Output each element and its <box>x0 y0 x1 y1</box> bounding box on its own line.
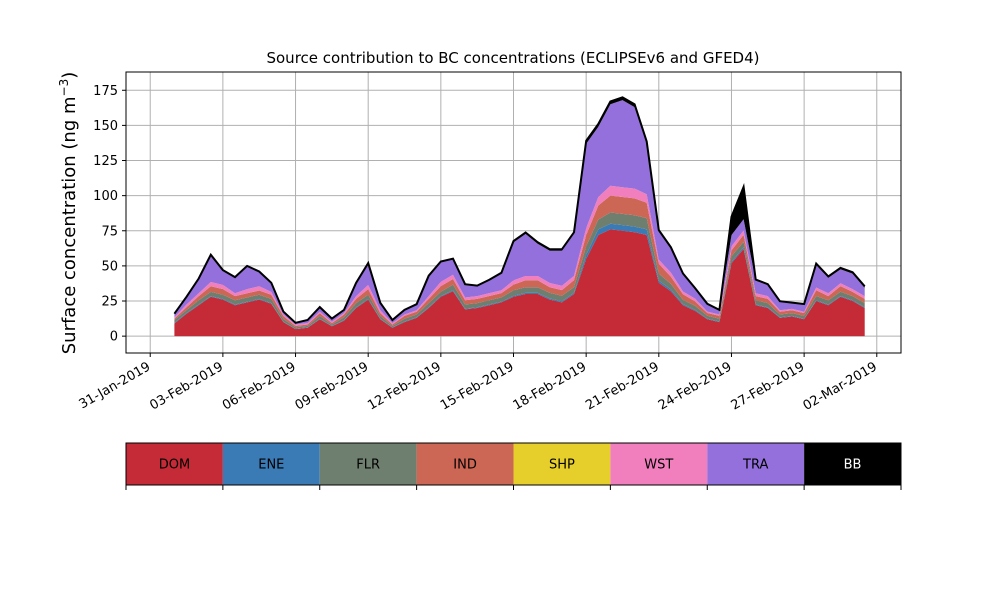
legend-swatch-bb <box>804 443 901 485</box>
total-line <box>173 96 866 324</box>
y-tick-label: 50 <box>101 259 118 274</box>
x-tick-label: 12-Feb-2019 <box>365 359 444 413</box>
y-tick-label: 100 <box>93 189 118 204</box>
legend-swatch-ind <box>416 443 514 485</box>
y-axis: 0 25 50 75 100 125 150 175 <box>93 84 126 345</box>
legend-swatch-dom <box>126 443 223 485</box>
y-axis-label-text: Surface concentration (ng m <box>59 96 80 354</box>
x-tick-label: 15-Feb-2019 <box>438 359 517 413</box>
legend-label-dom: DOM <box>159 458 190 473</box>
x-tick-label: 21-Feb-2019 <box>583 359 662 413</box>
legend-swatch-wst <box>610 443 708 485</box>
area-dom <box>174 229 865 337</box>
x-tick-label: 24-Feb-2019 <box>656 359 735 413</box>
y-axis-label: Surface concentration (ng m−3) <box>57 72 80 355</box>
y-axis-label-exponent: −3 <box>57 79 71 97</box>
legend-swatch-ene <box>222 443 320 485</box>
legend-label-shp: SHP <box>549 458 575 473</box>
plot-area: 0 25 50 75 100 125 150 175 31-Jan-201903-Feb-20… <box>77 71 902 414</box>
x-tick-label: 02-Mar-2019 <box>801 359 880 413</box>
legend-label-tra: TRA <box>742 458 768 473</box>
y-tick-label: 125 <box>93 154 118 169</box>
x-tick-label: 06-Feb-2019 <box>220 359 299 413</box>
chart-title: Source contribution to BC concentrations… <box>266 49 759 67</box>
legend-swatch-tra <box>707 443 805 485</box>
y-tick-label: 25 <box>101 295 118 310</box>
x-axis: 31-Jan-201903-Feb-201906-Feb-201909-Feb-… <box>77 353 880 414</box>
y-tick-label: 175 <box>93 84 118 99</box>
x-tick-label: 27-Feb-2019 <box>729 359 808 413</box>
legend-label-flr: FLR <box>356 458 380 473</box>
y-tick-label: 75 <box>101 224 118 239</box>
legend-swatch-flr <box>319 443 417 485</box>
y-tick-label: 150 <box>93 119 118 134</box>
x-tick-label: 31-Jan-2019 <box>77 359 154 412</box>
x-tick-label: 18-Feb-2019 <box>511 359 590 413</box>
legend-label-wst: WST <box>644 458 673 473</box>
y-tick-label: 0 <box>110 330 118 345</box>
legend-label-bb: BB <box>844 458 862 473</box>
legend: DOM ENE FLR IND SHP WST TRA BB <box>125 442 902 490</box>
x-tick-label: 03-Feb-2019 <box>147 359 226 413</box>
y-axis-label-close: ) <box>59 72 80 79</box>
legend-swatch-shp <box>513 443 611 485</box>
legend-label-ene: ENE <box>258 458 284 473</box>
x-tick-label: 09-Feb-2019 <box>293 359 372 413</box>
legend-label-ind: IND <box>453 458 477 473</box>
stacked-areas <box>174 97 865 337</box>
